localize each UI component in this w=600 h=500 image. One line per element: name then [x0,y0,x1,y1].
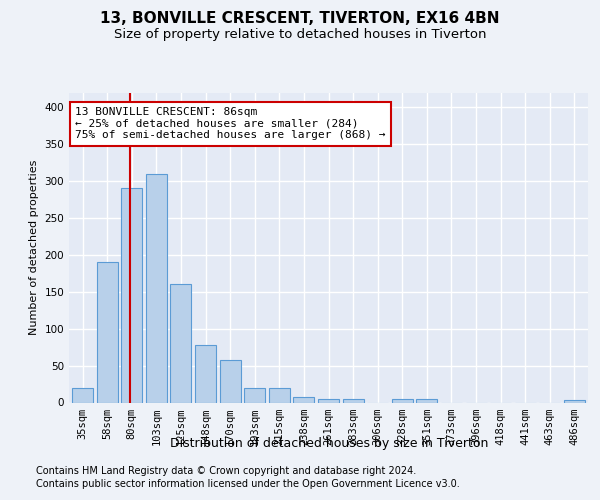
Bar [170,284,191,403]
Text: 13 BONVILLE CRESCENT: 86sqm
← 25% of detached houses are smaller (284)
75% of se: 13 BONVILLE CRESCENT: 86sqm ← 25% of det… [75,108,386,140]
Text: Size of property relative to detached houses in Tiverton: Size of property relative to detached ho… [114,28,486,41]
Bar [343,399,364,402]
Bar [195,345,216,403]
Text: 13, BONVILLE CRESCENT, TIVERTON, EX16 4BN: 13, BONVILLE CRESCENT, TIVERTON, EX16 4B… [100,11,500,26]
Bar [269,388,290,402]
Bar [121,188,142,402]
Text: Contains public sector information licensed under the Open Government Licence v3: Contains public sector information licen… [36,479,460,489]
Bar [564,400,585,402]
Y-axis label: Number of detached properties: Number of detached properties [29,160,39,335]
Bar [220,360,241,403]
Bar [416,399,437,402]
Bar [97,262,118,402]
Text: Contains HM Land Registry data © Crown copyright and database right 2024.: Contains HM Land Registry data © Crown c… [36,466,416,476]
Bar [318,399,339,402]
Bar [392,399,413,402]
Text: Distribution of detached houses by size in Tiverton: Distribution of detached houses by size … [170,438,488,450]
Bar [72,388,93,402]
Bar [293,396,314,402]
Bar [244,388,265,402]
Bar [146,174,167,402]
